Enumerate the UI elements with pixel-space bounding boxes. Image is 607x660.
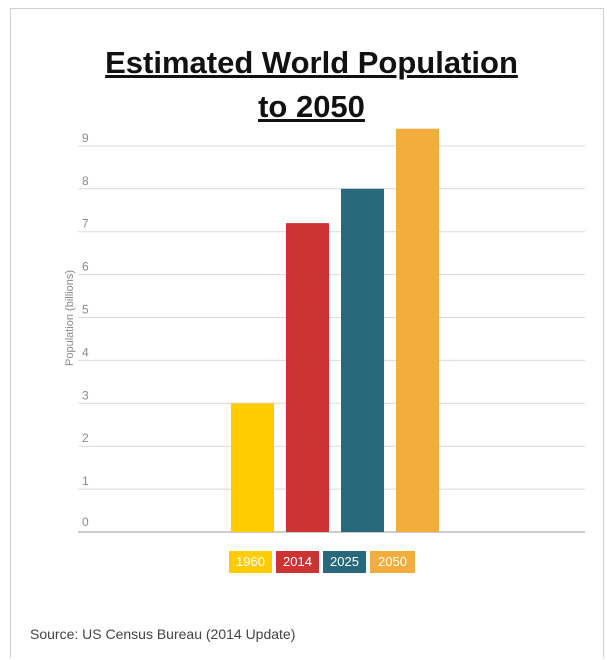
legend-item-2025: 2025: [323, 551, 366, 573]
bar-chart: 0 1 2 3 4 5 6 7 8 9 Population (billions): [64, 128, 585, 533]
legend: 1960 2014 2025 2050: [229, 551, 415, 573]
chart-title-line-2: to 2050: [258, 89, 365, 124]
y-tick-label: 7: [82, 217, 89, 231]
legend-item-2014: 2014: [276, 551, 319, 573]
bar-2050: [396, 128, 439, 533]
gridlines: [78, 145, 585, 533]
y-tick-label: 2: [82, 431, 89, 445]
y-tick-label: 1: [82, 474, 89, 488]
source-note: Source: US Census Bureau (2014 Update): [30, 626, 296, 642]
y-tick-label: 0: [82, 515, 89, 529]
y-axis-label: Population (billions): [64, 270, 76, 366]
legend-item-1960: 1960: [229, 551, 272, 573]
y-tick-label: 9: [82, 131, 89, 145]
y-tick-label: 4: [82, 345, 89, 359]
chart-title-line-1: Estimated World Population: [105, 45, 518, 80]
bar-1960: [231, 403, 274, 532]
figure-frame: [10, 8, 604, 658]
y-tick-label: 3: [82, 388, 89, 402]
y-tick-label: 5: [82, 303, 89, 317]
y-tick-label: 8: [82, 174, 89, 188]
y-tick-label: 6: [82, 260, 89, 274]
legend-item-2050: 2050: [370, 551, 415, 573]
bar-2014: [286, 223, 329, 532]
bar-2025: [341, 188, 384, 533]
bars: [231, 128, 439, 533]
y-tick-labels: 0 1 2 3 4 5 6 7 8 9: [82, 131, 89, 529]
